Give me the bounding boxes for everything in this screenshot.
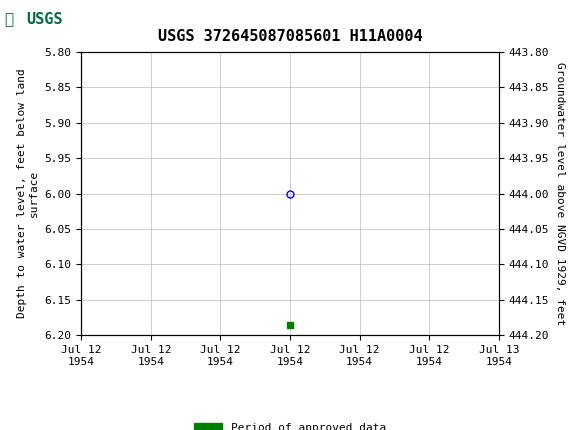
Y-axis label: Groundwater level above NGVD 1929, feet: Groundwater level above NGVD 1929, feet bbox=[554, 62, 564, 325]
Y-axis label: Depth to water level, feet below land
surface: Depth to water level, feet below land su… bbox=[17, 69, 39, 318]
FancyBboxPatch shape bbox=[3, 3, 70, 37]
Text: USGS 372645087085601 H11A0004: USGS 372645087085601 H11A0004 bbox=[158, 29, 422, 44]
Text: ⧂: ⧂ bbox=[5, 12, 14, 27]
Text: USGS: USGS bbox=[26, 12, 63, 27]
Legend: Period of approved data: Period of approved data bbox=[190, 419, 390, 430]
